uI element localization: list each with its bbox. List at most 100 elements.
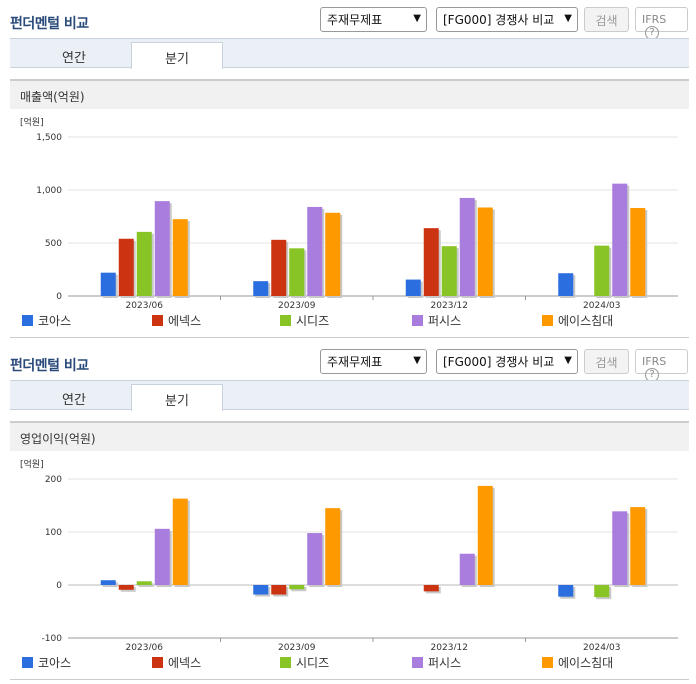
revenue-chart: [억원] 0 500 1,000 1,500 2023/06 2023/09 2023/12 2… bbox=[10, 113, 689, 311]
bar-에넥스 bbox=[423, 228, 439, 296]
legend-item[interactable]: 코아스 bbox=[22, 312, 71, 329]
unit-label: [억원] bbox=[20, 458, 44, 470]
bar-코아스 bbox=[253, 281, 269, 296]
bar-시디즈 bbox=[136, 231, 152, 296]
y-tick-label: 1,500 bbox=[36, 133, 62, 143]
tab-quarterly[interactable]: 분기 bbox=[131, 42, 223, 69]
statement-select-value: 주재무제표 bbox=[327, 355, 383, 369]
ifrs-button[interactable]: IFRS? bbox=[635, 7, 688, 40]
x-tick-label: 2023/06 bbox=[126, 643, 164, 650]
chevron-down-icon: ▼ bbox=[413, 13, 421, 24]
legend-label: 에넥스 bbox=[168, 314, 202, 328]
legend-swatch bbox=[152, 657, 163, 668]
revenue-chart-svg: [억원] 0 500 1,000 1,500 2023/06 2023/09 2023/12 2… bbox=[20, 116, 678, 311]
tab-quarterly[interactable]: 분기 bbox=[131, 384, 223, 411]
legend-swatch bbox=[280, 657, 291, 668]
search-button[interactable]: 검색 bbox=[584, 349, 629, 374]
legend-item[interactable]: 퍼시스 bbox=[412, 654, 461, 671]
bar-퍼시스 bbox=[459, 197, 475, 296]
legend-swatch bbox=[152, 315, 163, 326]
legend-item[interactable]: 에넥스 bbox=[152, 312, 201, 329]
legend-swatch bbox=[542, 657, 553, 668]
legend-item[interactable]: 에이스침대 bbox=[542, 312, 613, 329]
bar-시디즈 bbox=[289, 585, 305, 590]
bar-코아스 bbox=[100, 580, 116, 585]
search-button[interactable]: 검색 bbox=[584, 7, 629, 32]
x-tick-label: 2023/09 bbox=[278, 643, 316, 650]
bar-코아스 bbox=[558, 273, 574, 296]
legend-item[interactable]: 에넥스 bbox=[152, 654, 201, 671]
y-tick-label: 1,000 bbox=[36, 186, 62, 196]
legend-item[interactable]: 시디즈 bbox=[280, 654, 329, 671]
bar-시디즈 bbox=[136, 581, 152, 585]
legend-label: 퍼시스 bbox=[428, 656, 462, 670]
x-tick-label: 2023/09 bbox=[278, 301, 316, 308]
legend-label: 코아스 bbox=[38, 656, 72, 670]
bar-코아스 bbox=[405, 279, 421, 296]
legend-item[interactable]: 코아스 bbox=[22, 654, 71, 671]
chevron-down-icon: ▼ bbox=[564, 13, 572, 24]
x-tick-label: 2024/03 bbox=[583, 301, 620, 308]
bar-코아스 bbox=[100, 272, 116, 296]
ifrs-button[interactable]: IFRS? bbox=[635, 349, 688, 382]
legend-label: 퍼시스 bbox=[428, 314, 462, 328]
section-header: 펀더멘털 비교 주재무제표 ▼ [FG000] 경쟁사 비교 ▼ 검색 IFRS… bbox=[0, 0, 696, 40]
x-tick-label: 2023/12 bbox=[431, 301, 468, 308]
legend-item[interactable]: 시디즈 bbox=[280, 312, 329, 329]
operating-income-chart: [억원] -100 0 100 200 2023/06 2023/09 2023/12 2024… bbox=[10, 455, 689, 653]
chart-subtitle: 매출액(억원) bbox=[10, 79, 689, 109]
y-tick-label: 500 bbox=[45, 239, 62, 249]
tab-annual[interactable]: 연간 bbox=[62, 393, 86, 408]
bar-에넥스 bbox=[118, 585, 134, 590]
y-tick-label: 200 bbox=[45, 475, 62, 485]
legend-item[interactable]: 에이스침대 bbox=[542, 654, 613, 671]
statement-select[interactable]: 주재무제표 ▼ bbox=[320, 349, 427, 374]
bar-에이스침대 bbox=[477, 485, 493, 585]
chevron-down-icon: ▼ bbox=[413, 355, 421, 366]
fundamental-section-operating-income: 펀더멘털 비교 주재무제표 ▼ [FG000] 경쟁사 비교 ▼ 검색 IFRS… bbox=[0, 342, 696, 680]
legend-item[interactable]: 퍼시스 bbox=[412, 312, 461, 329]
x-tick-label: 2023/06 bbox=[126, 301, 164, 308]
fundamental-section-revenue: 펀더멘털 비교 주재무제표 ▼ [FG000] 경쟁사 비교 ▼ 검색 IFRS… bbox=[0, 0, 696, 338]
chart-subtitle: 영업이익(억원) bbox=[10, 421, 689, 451]
y-tick-label: 0 bbox=[56, 581, 62, 591]
section-title: 펀더멘털 비교 bbox=[10, 16, 89, 32]
bar-에이스침대 bbox=[325, 212, 341, 296]
bar-shadow bbox=[138, 583, 154, 587]
bar-퍼시스 bbox=[612, 511, 628, 585]
section-header: 펀더멘털 비교 주재무제표 ▼ [FG000] 경쟁사 비교 ▼ 검색 IFRS… bbox=[0, 342, 696, 382]
period-tabs: 연간 분기 bbox=[10, 38, 689, 69]
x-tick-label: 2023/12 bbox=[431, 643, 468, 650]
bar-퍼시스 bbox=[612, 183, 628, 296]
legend-swatch bbox=[280, 315, 291, 326]
legend-swatch bbox=[542, 315, 553, 326]
y-tick-label: 0 bbox=[56, 292, 62, 302]
bar-에이스침대 bbox=[325, 508, 341, 585]
legend-label: 시디즈 bbox=[296, 314, 330, 328]
bar-퍼시스 bbox=[154, 528, 170, 585]
bar-에이스침대 bbox=[172, 498, 188, 585]
ifrs-label: IFRS bbox=[642, 355, 667, 368]
legend-swatch bbox=[22, 657, 33, 668]
peer-select[interactable]: [FG000] 경쟁사 비교 ▼ bbox=[436, 7, 578, 32]
operating-income-chart-svg: [억원] -100 0 100 200 2023/06 2023/09 2023/12 2024… bbox=[20, 458, 678, 653]
legend-label: 코아스 bbox=[38, 314, 72, 328]
legend-swatch bbox=[412, 657, 423, 668]
peer-select[interactable]: [FG000] 경쟁사 비교 ▼ bbox=[436, 349, 578, 374]
bar-코아스 bbox=[558, 585, 574, 597]
bar-에이스침대 bbox=[630, 208, 646, 296]
bar-시디즈 bbox=[441, 246, 457, 296]
statement-select[interactable]: 주재무제표 ▼ bbox=[320, 7, 427, 32]
tab-annual[interactable]: 연간 bbox=[62, 51, 86, 66]
bar-퍼시스 bbox=[307, 206, 323, 296]
peer-select-value: [FG000] 경쟁사 비교 bbox=[443, 355, 555, 369]
chevron-down-icon: ▼ bbox=[564, 355, 572, 366]
legend-label: 에넥스 bbox=[168, 656, 202, 670]
ifrs-label: IFRS bbox=[642, 13, 667, 26]
bar-시디즈 bbox=[594, 245, 610, 296]
unit-label: [억원] bbox=[20, 116, 44, 128]
bar-에이스침대 bbox=[477, 207, 493, 296]
legend-label: 에이스침대 bbox=[558, 314, 614, 328]
legend-swatch bbox=[412, 315, 423, 326]
bar-에넥스 bbox=[271, 585, 287, 595]
